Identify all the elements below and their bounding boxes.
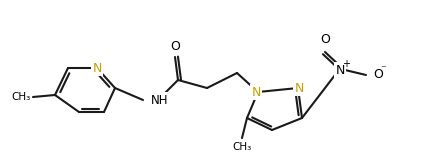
Text: CH₃: CH₃	[232, 142, 251, 152]
Text: O: O	[373, 68, 383, 82]
Text: +: +	[342, 59, 350, 69]
Text: CH₃: CH₃	[12, 92, 31, 102]
Text: N: N	[294, 82, 304, 95]
Text: O: O	[320, 33, 330, 46]
Text: NH: NH	[151, 94, 168, 106]
Text: N: N	[92, 62, 102, 75]
Text: O: O	[170, 40, 180, 53]
Text: N: N	[335, 64, 345, 77]
Text: N: N	[251, 85, 261, 99]
Text: ⁻: ⁻	[380, 64, 386, 74]
